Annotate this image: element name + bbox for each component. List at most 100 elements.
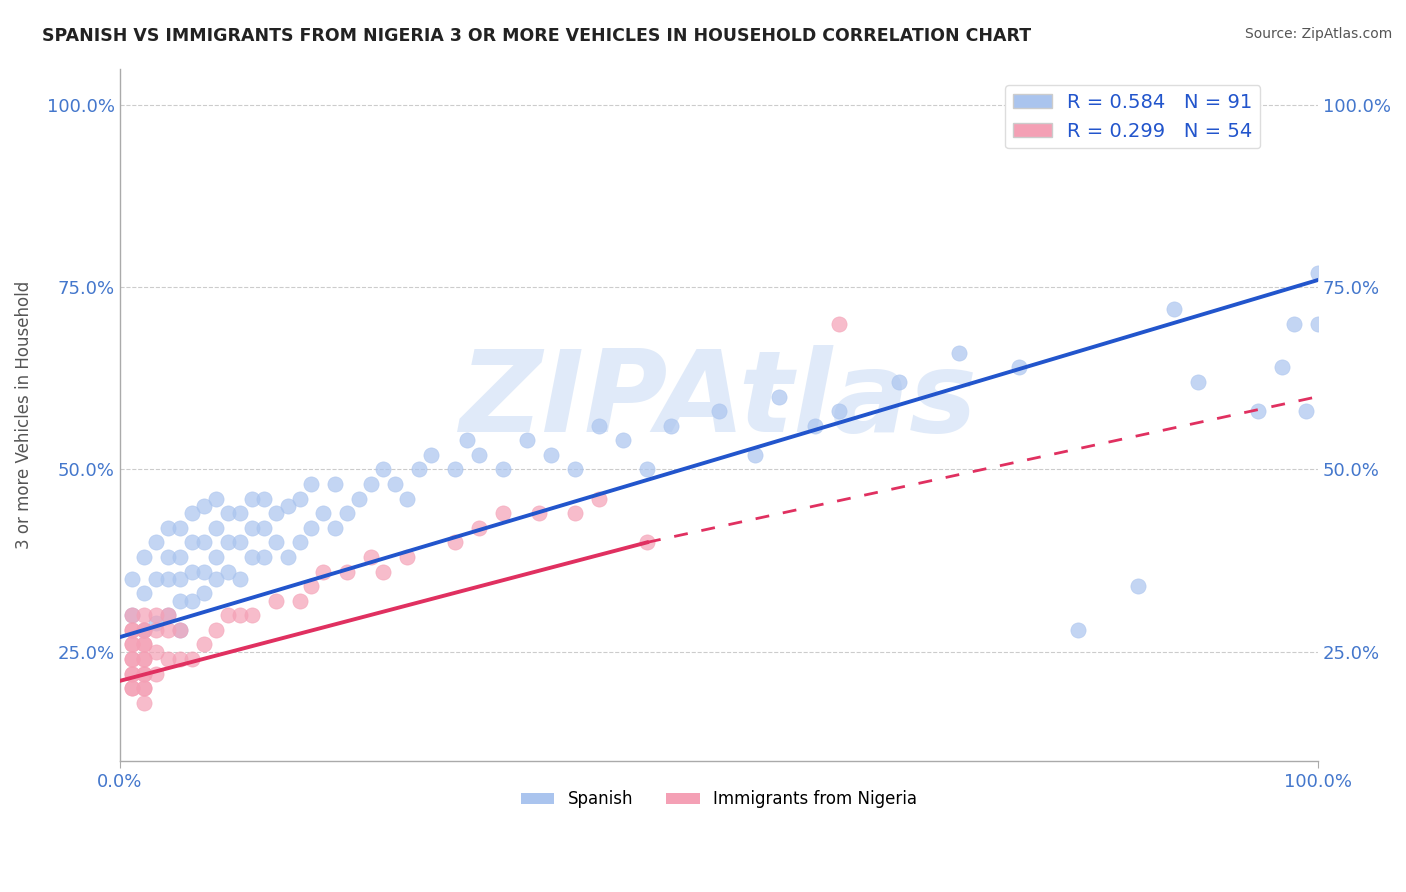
Point (132, 623, 155, 637)
Point (456, 434, 478, 448)
Point (193, 637, 215, 651)
Point (636, 462, 658, 476)
Point (1282, 317, 1305, 331)
Point (288, 593, 311, 607)
Point (217, 608, 239, 623)
Point (360, 477, 382, 491)
Point (121, 572, 143, 586)
Point (240, 521, 263, 535)
Point (1199, 98, 1222, 112)
Point (169, 572, 191, 586)
Point (252, 549, 274, 564)
Point (828, 317, 851, 331)
Point (121, 666, 143, 681)
Point (121, 623, 143, 637)
Point (121, 623, 143, 637)
Point (169, 593, 191, 607)
Point (156, 549, 179, 564)
Point (264, 535, 287, 549)
Point (156, 652, 179, 666)
Point (132, 608, 155, 623)
Point (193, 499, 215, 513)
Point (121, 666, 143, 681)
Point (492, 506, 515, 520)
Point (217, 565, 239, 579)
Point (564, 506, 586, 520)
Point (588, 418, 610, 433)
Y-axis label: 3 or more Vehicles in Household: 3 or more Vehicles in Household (15, 281, 32, 549)
Point (180, 535, 202, 549)
Point (1223, 98, 1246, 112)
Point (132, 637, 155, 651)
Point (204, 549, 226, 564)
Point (1295, 404, 1317, 418)
Point (1163, 302, 1185, 317)
Point (132, 696, 155, 710)
Point (132, 681, 155, 695)
Point (1067, 623, 1090, 637)
Point (121, 608, 143, 623)
Point (156, 608, 179, 623)
Point (252, 491, 274, 506)
Point (288, 491, 311, 506)
Point (707, 404, 730, 418)
Point (312, 565, 335, 579)
Point (217, 506, 239, 520)
Point (276, 549, 298, 564)
Point (373, 462, 395, 476)
Point (121, 637, 143, 651)
Point (121, 681, 143, 695)
Point (180, 652, 202, 666)
Point (768, 390, 790, 404)
Point (659, 418, 682, 433)
Text: Source: ZipAtlas.com: Source: ZipAtlas.com (1244, 27, 1392, 41)
Text: SPANISH VS IMMIGRANTS FROM NIGERIA 3 OR MORE VEHICLES IN HOUSEHOLD CORRELATION C: SPANISH VS IMMIGRANTS FROM NIGERIA 3 OR … (42, 27, 1032, 45)
Point (145, 666, 167, 681)
Point (240, 549, 263, 564)
Point (468, 448, 491, 462)
Point (132, 652, 155, 666)
Point (228, 535, 250, 549)
Point (180, 593, 202, 607)
Point (264, 506, 287, 520)
Point (156, 572, 179, 586)
Point (204, 491, 226, 506)
Point (193, 535, 215, 549)
Point (228, 608, 250, 623)
Point (516, 434, 538, 448)
Point (240, 608, 263, 623)
Point (540, 448, 562, 462)
Point (325, 521, 347, 535)
Point (373, 565, 395, 579)
Point (744, 448, 766, 462)
Point (588, 491, 610, 506)
Point (444, 462, 467, 476)
Text: ZIPAtlas: ZIPAtlas (460, 345, 979, 457)
Point (468, 521, 491, 535)
Point (636, 535, 658, 549)
Point (288, 535, 311, 549)
Point (325, 477, 347, 491)
Point (384, 477, 406, 491)
Point (145, 623, 167, 637)
Point (169, 549, 191, 564)
Point (1308, 266, 1330, 280)
Point (132, 623, 155, 637)
Point (132, 666, 155, 681)
Point (156, 623, 179, 637)
Point (132, 586, 155, 600)
Point (1308, 317, 1330, 331)
Point (169, 623, 191, 637)
Point (828, 404, 851, 418)
Point (336, 565, 359, 579)
Point (612, 434, 634, 448)
Point (193, 565, 215, 579)
Point (169, 623, 191, 637)
Point (264, 593, 287, 607)
Point (193, 586, 215, 600)
Point (1007, 360, 1029, 375)
Point (121, 608, 143, 623)
Point (121, 637, 143, 651)
Point (228, 506, 250, 520)
Point (240, 491, 263, 506)
